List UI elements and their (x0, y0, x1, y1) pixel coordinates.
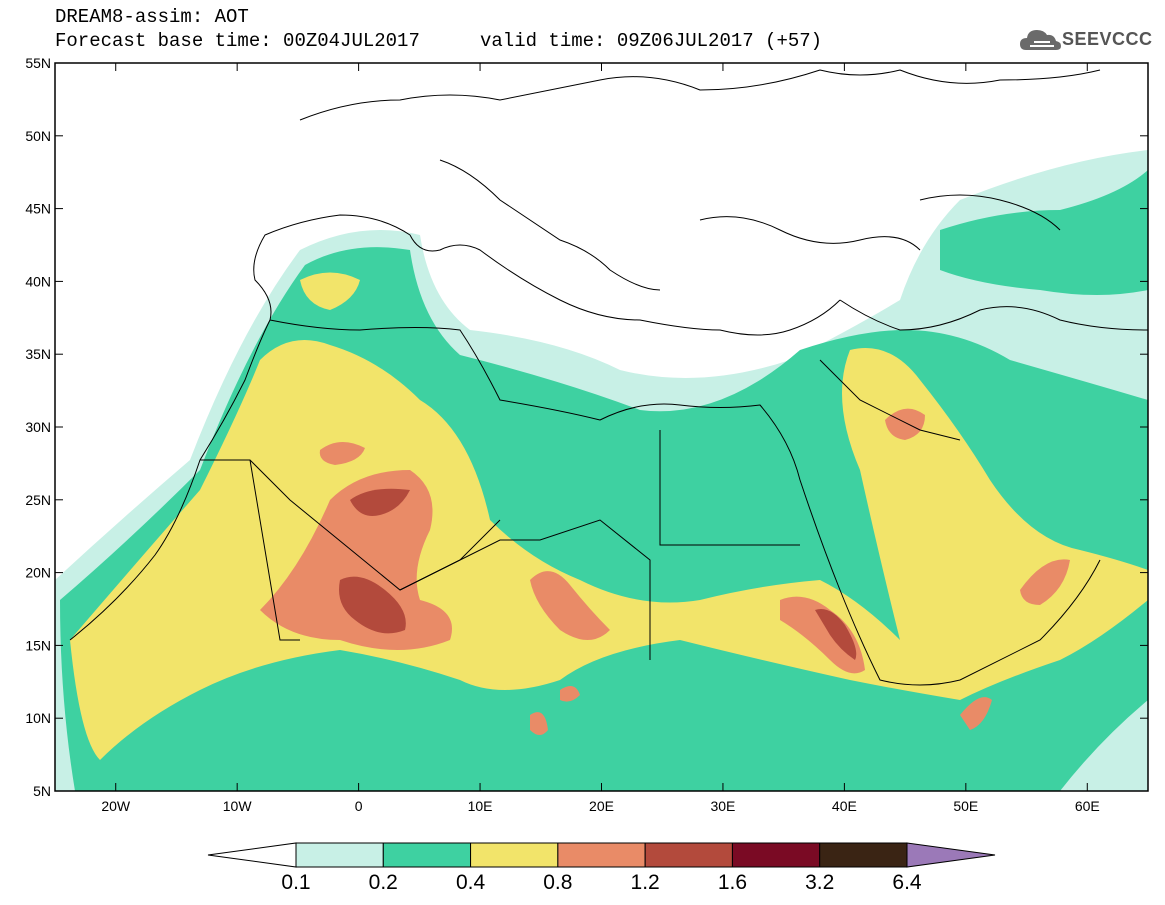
colorbar-label: 0.4 (456, 871, 486, 894)
lat-label: 45N (25, 201, 51, 217)
valid-time: valid time: 09Z06JUL2017 (+57) (480, 30, 823, 52)
lon-label: 10W (223, 798, 253, 814)
colorbar: 0.1 0.2 0.4 0.8 1.2 1.6 3.2 6.4 (207, 842, 996, 894)
colorbar-label: 1.6 (718, 871, 747, 894)
lon-label: 20E (589, 798, 614, 814)
coastlines (69, 69, 1148, 686)
lon-label: 10E (468, 798, 493, 814)
lat-label: 20N (25, 565, 51, 581)
longitude-axis: 20W 10W 0 10E 20E 30E 40E 50E 60E (101, 63, 1100, 814)
lat-label: 35N (25, 346, 51, 362)
colorbar-label: 0.1 (281, 871, 310, 894)
colorbar-under-triangle (207, 842, 297, 868)
colorbar-label: 0.8 (543, 871, 572, 894)
aot-shading (55, 63, 1148, 791)
forecast-base-time: Forecast base time: 00Z04JUL2017 (55, 30, 420, 52)
colorbar-swatch (731, 842, 821, 868)
colorbar-swatch (470, 842, 559, 868)
colorbar-over-triangle (906, 842, 996, 868)
lat-label: 30N (25, 419, 51, 435)
lon-label: 50E (953, 798, 978, 814)
lat-label: 10N (25, 710, 51, 726)
colorbar-label: 6.4 (892, 871, 922, 894)
lat-label: 25N (25, 492, 51, 508)
colorbar-label: 3.2 (805, 871, 834, 894)
lon-label: 40E (832, 798, 857, 814)
lon-label: 20W (101, 798, 131, 814)
lat-label: 40N (25, 273, 51, 289)
lon-label: 30E (710, 798, 735, 814)
latitude-axis: 55N 50N 45N 40N 35N 30N 25N 20N 15N 10N 5N (25, 55, 1148, 799)
colorbar-swatch (382, 842, 472, 868)
cloud-logo-icon (1020, 30, 1061, 50)
map-title: DREAM8-assim: AOT (55, 6, 249, 28)
lat-label: 15N (25, 637, 51, 653)
lat-label: 55N (25, 55, 51, 71)
colorbar-label: 0.2 (369, 871, 398, 894)
colorbar-label: 1.2 (631, 871, 660, 894)
lon-label: 60E (1075, 798, 1100, 814)
lat-label: 50N (25, 128, 51, 144)
lat-label: 5N (33, 783, 51, 799)
colorbar-swatch (295, 842, 384, 868)
colorbar-swatch (819, 842, 908, 868)
colorbar-swatch (557, 842, 646, 868)
logo-text: SEEVCCC (1062, 29, 1153, 49)
colorbar-swatch (644, 842, 733, 868)
lon-label: 0 (355, 798, 363, 814)
